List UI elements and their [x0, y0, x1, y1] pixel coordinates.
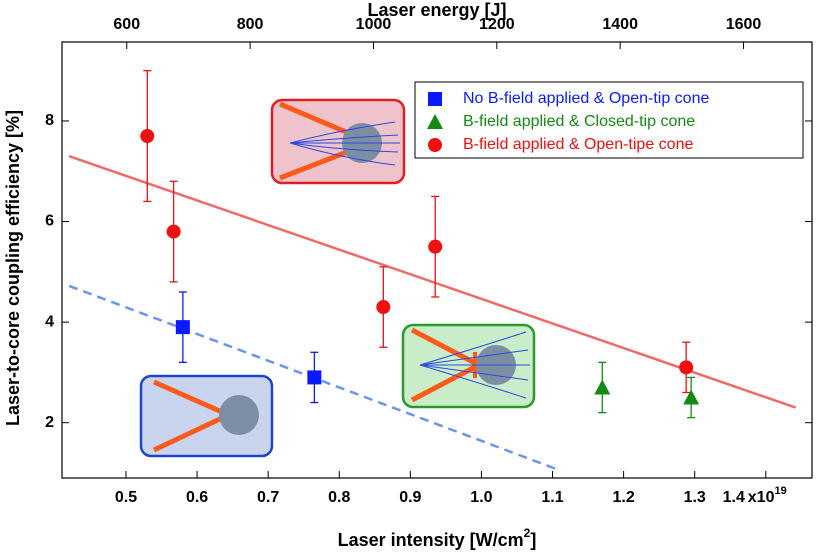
inset-blue [139, 374, 274, 458]
marker [679, 360, 694, 375]
x-tick-label: 0.5 [115, 489, 137, 506]
x-axis-title-sup: 2 [524, 526, 531, 540]
marker [428, 239, 443, 254]
legend-label: B-field applied & Open-tipe cone [463, 136, 693, 153]
x-exponent: x1019 [748, 485, 787, 506]
y-axis-title: Laser-to-core coupling efficiency [%] [3, 110, 23, 426]
y-tick-label: 8 [45, 112, 54, 129]
y-tick-label: 4 [45, 313, 54, 330]
x2-tick-label: 1600 [726, 16, 762, 33]
x-axis-title-end: ] [530, 530, 536, 550]
x2-axis-title: Laser energy [J] [367, 0, 506, 20]
x-tick-label: 1.4 [723, 489, 745, 506]
legend-marker [427, 114, 443, 129]
x-tick-label: 0.9 [399, 489, 421, 506]
x-tick-label: 1.3 [684, 489, 706, 506]
marker [166, 224, 181, 239]
marker [376, 300, 391, 315]
legend-marker [428, 92, 442, 106]
inset-green [401, 323, 536, 409]
inset-red [270, 98, 406, 185]
marker [683, 389, 700, 405]
x-tick-label: 0.7 [257, 489, 279, 506]
x2-tick-label: 1000 [356, 16, 392, 33]
x-axis-title: Laser intensity [W/cm2] [338, 526, 537, 550]
x-tick-label: 1.2 [612, 489, 634, 506]
legend-marker [428, 138, 442, 152]
x-exponent-power: 19 [774, 485, 786, 497]
legend-label: B-field applied & Closed-tip cone [463, 113, 695, 130]
x-tick-label: 1.1 [541, 489, 563, 506]
x2-tick-label: 1400 [602, 16, 638, 33]
x-tick-label: 1.0 [470, 489, 492, 506]
x2-tick-label: 800 [237, 16, 264, 33]
plot-frame [61, 41, 813, 479]
y-tick-label: 6 [45, 213, 54, 230]
marker [594, 379, 611, 395]
marker [140, 129, 155, 144]
x-tick-label: 0.8 [328, 489, 350, 506]
legend-label: No B-field applied & Open-tip cone [463, 90, 709, 107]
marker [175, 320, 190, 335]
x-exponent-base: x10 [748, 489, 775, 506]
legend-box [414, 81, 804, 159]
fit-line [68, 154, 797, 409]
x2-tick-label: 600 [113, 16, 140, 33]
y-tick-label: 2 [45, 414, 54, 431]
x2-tick-label: 1200 [479, 16, 515, 33]
x-axis-title-text: Laser intensity [W/cm [338, 530, 524, 550]
marker [307, 370, 322, 385]
x-tick-label: 0.6 [186, 489, 208, 506]
